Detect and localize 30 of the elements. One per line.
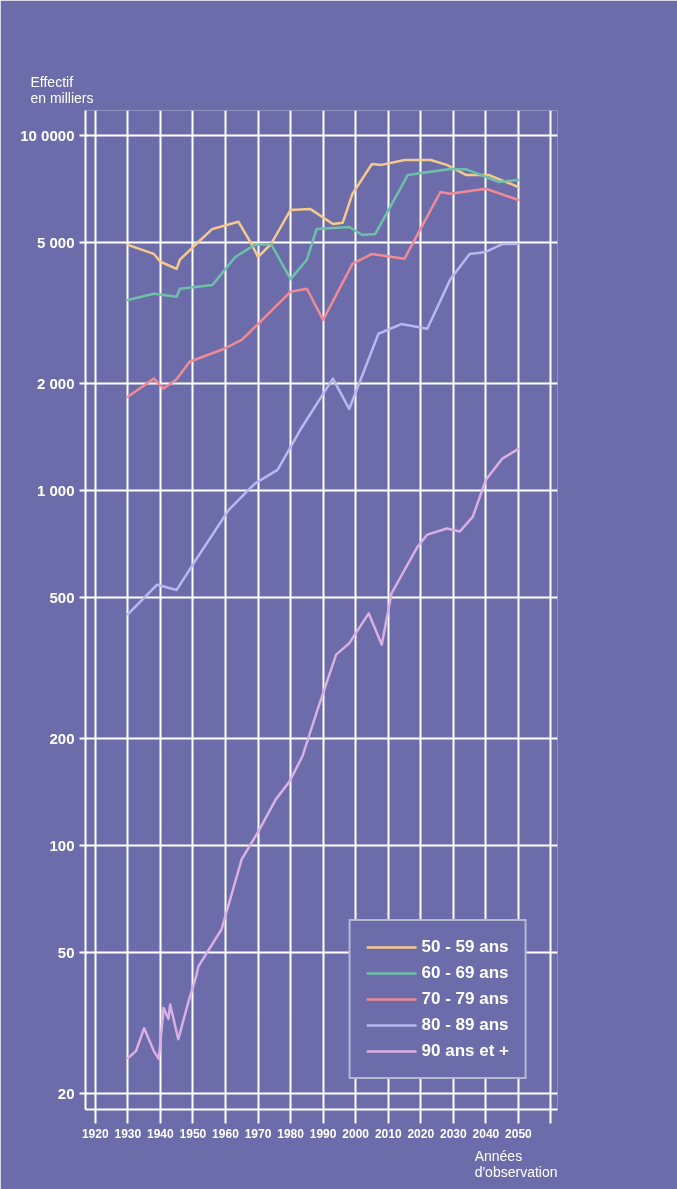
y-tick-label: 5 000 [36,234,75,252]
y-tick-label: 200 [49,730,75,748]
x-tick-label: 1940 [147,1126,175,1141]
y-axis-title: Effectif en milliers [30,73,94,106]
x-tick-label: 1970 [244,1126,272,1141]
legend-label: 60 - 69 ans [421,963,509,983]
x-tick-label: 1920 [81,1126,109,1141]
y-tick-label: 20 [57,1084,75,1102]
x-tick-label: 1930 [114,1126,142,1141]
legend-label: 80 - 89 ans [421,1015,509,1035]
x-tick-label: 2020 [407,1126,435,1141]
x-tick-label: 2000 [342,1126,370,1141]
y-tick-label: 1 000 [36,482,75,500]
legend-label: 90 ans et + [421,1041,509,1061]
y-tick-label: 50 [57,943,75,961]
y-tick-label: 10 0000 [20,127,75,145]
y-tick-label: 100 [49,836,75,854]
x-tick-label: 1980 [277,1126,305,1141]
y-tick-label: 500 [49,588,75,606]
x-tick-label: 1950 [179,1126,207,1141]
x-tick-label: 2050 [505,1126,533,1141]
x-axis-title: Années d'observation [474,1147,558,1180]
x-tick-label: 2030 [439,1126,468,1141]
x-tick-label: 2010 [374,1126,402,1141]
x-tick-label: 2040 [472,1126,500,1141]
legend-label: 50 - 59 ans [421,937,509,957]
x-tick-label: 1960 [212,1126,240,1141]
legend-label: 70 - 79 ans [421,989,509,1009]
y-tick-label: 2 000 [36,375,75,393]
x-tick-label: 1990 [309,1126,337,1141]
